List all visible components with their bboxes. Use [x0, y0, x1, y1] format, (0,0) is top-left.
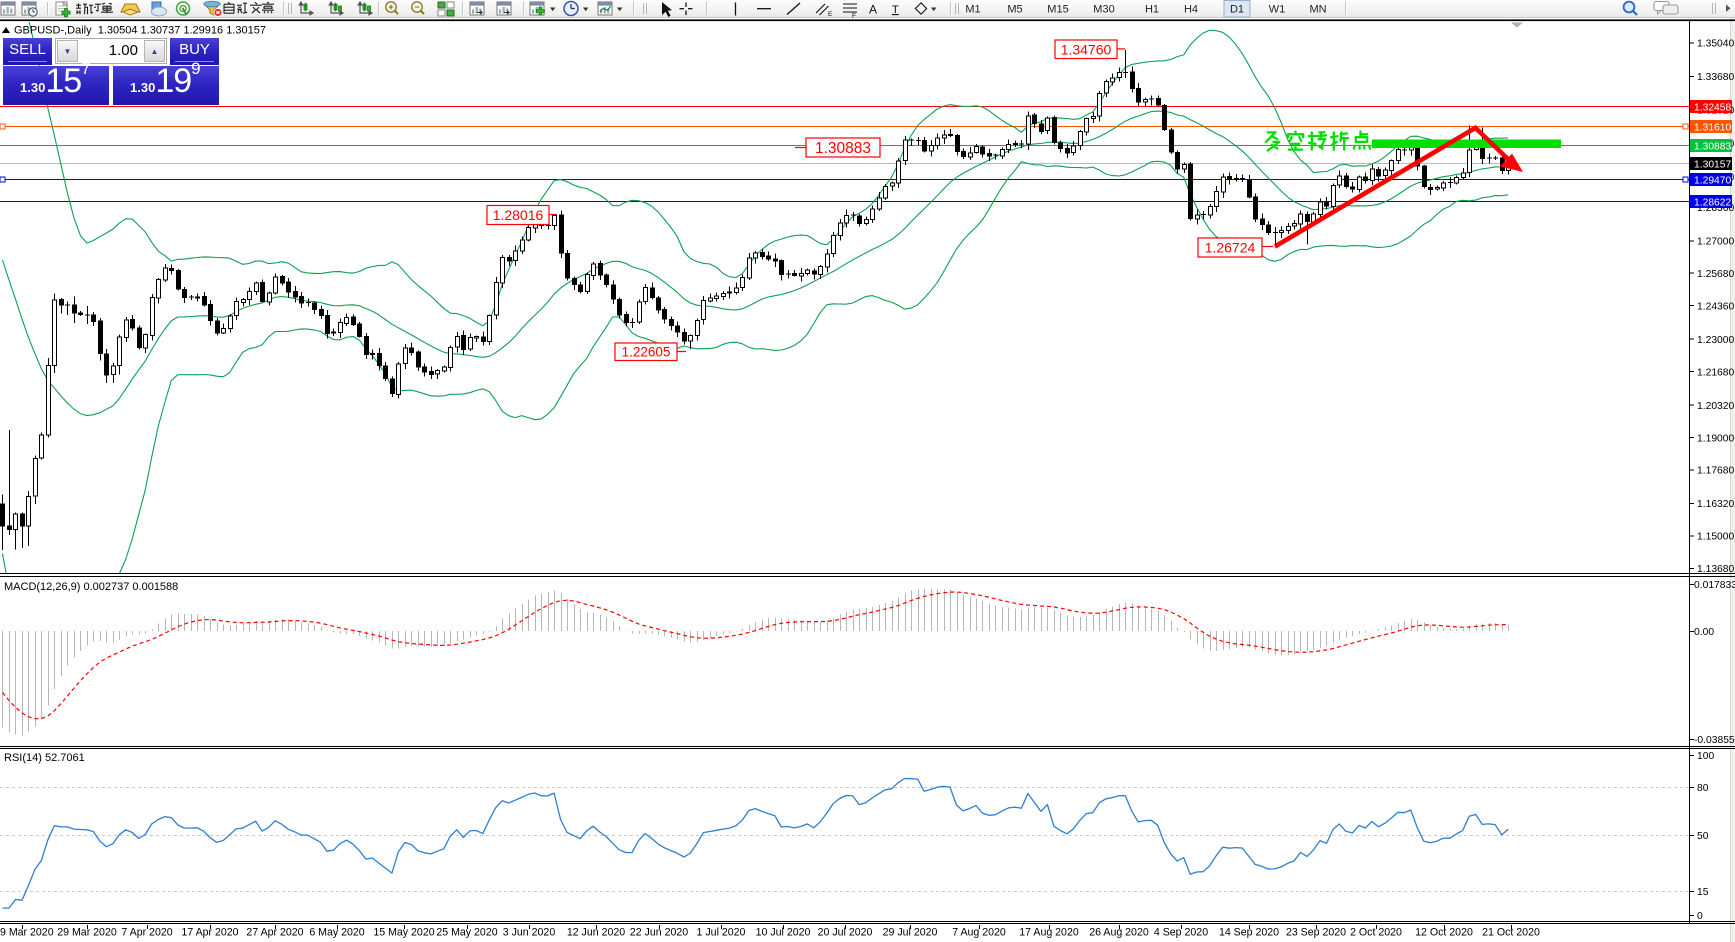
svg-text:1.32458: 1.32458	[1694, 103, 1731, 114]
svg-text:1.27000: 1.27000	[1697, 237, 1734, 248]
svg-text:1.22605: 1.22605	[622, 345, 671, 360]
svg-text:-0.038559: -0.038559	[1694, 735, 1735, 746]
svg-text:0.00: 0.00	[1694, 627, 1714, 638]
svg-text:17 Aug 2020: 17 Aug 2020	[1019, 927, 1079, 939]
svg-text:10 Jul 2020: 10 Jul 2020	[756, 927, 811, 939]
svg-text:80: 80	[1697, 783, 1709, 794]
svg-text:M30: M30	[1093, 4, 1114, 16]
svg-text:M5: M5	[1007, 4, 1022, 16]
svg-text:1.26724: 1.26724	[1205, 240, 1256, 256]
svg-text:E: E	[828, 11, 833, 18]
svg-text:3 Jun 2020: 3 Jun 2020	[503, 927, 556, 939]
svg-text:1.16320: 1.16320	[1697, 499, 1734, 510]
svg-text:15: 15	[1697, 887, 1709, 898]
svg-text:50: 50	[1697, 831, 1709, 842]
svg-text:1.35040: 1.35040	[1697, 39, 1734, 50]
svg-text:D1: D1	[1230, 4, 1244, 16]
svg-text:1.30883: 1.30883	[1694, 142, 1731, 153]
svg-text:M1: M1	[965, 4, 980, 16]
svg-text:1.34760: 1.34760	[1061, 41, 1112, 57]
svg-text:1.25680: 1.25680	[1697, 269, 1734, 280]
svg-text:0.017833: 0.017833	[1694, 580, 1735, 591]
svg-text:1.21680: 1.21680	[1697, 367, 1734, 378]
svg-text:GBPUSD-,Daily 1.30504 1.30737: GBPUSD-,Daily 1.30504 1.30737 1.29916 1.…	[14, 25, 266, 37]
svg-text:1.17680: 1.17680	[1697, 466, 1734, 477]
svg-text:23 Sep 2020: 23 Sep 2020	[1286, 927, 1346, 939]
svg-text:21 Oct 2020: 21 Oct 2020	[1482, 927, 1540, 939]
svg-text:1.19000: 1.19000	[1697, 433, 1734, 444]
svg-text:2 Oct 2020: 2 Oct 2020	[1350, 927, 1402, 939]
svg-text:0: 0	[1697, 911, 1703, 922]
svg-text:W1: W1	[1269, 4, 1286, 16]
svg-text:1.33680: 1.33680	[1697, 72, 1734, 83]
svg-text:26 Aug 2020: 26 Aug 2020	[1089, 927, 1149, 939]
svg-text:1 Jul 2020: 1 Jul 2020	[697, 927, 746, 939]
svg-text:MN: MN	[1309, 4, 1326, 16]
svg-text:1.15000: 1.15000	[1697, 532, 1734, 543]
svg-text:25 May 2020: 25 May 2020	[436, 927, 497, 939]
svg-text:1.23000: 1.23000	[1697, 335, 1734, 346]
svg-text:−: −	[414, 2, 419, 12]
svg-text:1.30883: 1.30883	[815, 140, 871, 157]
svg-text:+: +	[388, 2, 393, 12]
svg-text:17 Apr 2020: 17 Apr 2020	[181, 927, 238, 939]
svg-text:29 Mar 2020: 29 Mar 2020	[57, 927, 117, 939]
svg-text:1.13680: 1.13680	[1697, 564, 1734, 575]
svg-text:1.28016: 1.28016	[493, 207, 544, 223]
svg-text:1.20320: 1.20320	[1697, 401, 1734, 412]
svg-text:F: F	[852, 13, 856, 20]
svg-text:MACD(12,26,9) 0.002737 0.00158: MACD(12,26,9) 0.002737 0.001588	[4, 581, 178, 593]
svg-text:100: 100	[1697, 751, 1714, 762]
svg-text:22 Jun 2020: 22 Jun 2020	[630, 927, 688, 939]
svg-text:6 May 2020: 6 May 2020	[309, 927, 364, 939]
svg-text:20 Jul 2020: 20 Jul 2020	[818, 927, 873, 939]
svg-text:A: A	[869, 3, 877, 17]
svg-text:1.29470: 1.29470	[1694, 176, 1731, 187]
svg-text:9 Mar 2020: 9 Mar 2020	[0, 927, 54, 939]
svg-text:4 Sep 2020: 4 Sep 2020	[1154, 927, 1208, 939]
svg-text:1.28360: 1.28360	[1697, 203, 1734, 214]
svg-text:27 Apr 2020: 27 Apr 2020	[246, 927, 303, 939]
svg-text:12 Oct 2020: 12 Oct 2020	[1415, 927, 1473, 939]
svg-text:7 Aug 2020: 7 Aug 2020	[952, 927, 1006, 939]
svg-text:T: T	[892, 4, 899, 16]
svg-text:29 Jul 2020: 29 Jul 2020	[883, 927, 938, 939]
svg-text:1.31610: 1.31610	[1694, 123, 1731, 134]
svg-text:H1: H1	[1145, 4, 1159, 16]
svg-text:12 Jun 2020: 12 Jun 2020	[567, 927, 625, 939]
svg-text:14 Sep 2020: 14 Sep 2020	[1219, 927, 1279, 939]
svg-text:M15: M15	[1047, 4, 1068, 16]
svg-text:15 May 2020: 15 May 2020	[373, 927, 434, 939]
svg-text:1.28622: 1.28622	[1694, 198, 1731, 209]
svg-text:7 Apr 2020: 7 Apr 2020	[121, 927, 172, 939]
svg-text:1.24360: 1.24360	[1697, 301, 1734, 312]
svg-text:H4: H4	[1184, 4, 1198, 16]
svg-text:1.30157: 1.30157	[1694, 160, 1731, 171]
svg-text:RSI(14) 52.7061: RSI(14) 52.7061	[4, 752, 85, 764]
